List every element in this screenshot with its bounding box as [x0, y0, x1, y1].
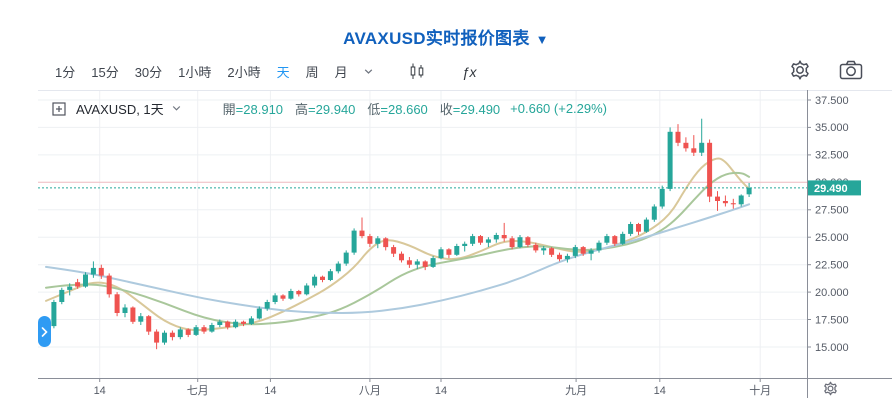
svg-text:22.500: 22.500	[815, 260, 849, 272]
symbol-interval-label[interactable]: AVAXUSD, 1天	[76, 102, 164, 117]
interval-button-2小時[interactable]: 2小時	[227, 65, 261, 80]
svg-text:14: 14	[94, 385, 106, 397]
title-dropdown-caret[interactable]: ▼	[535, 32, 549, 47]
ohlc-values: 開=28.910 高=29.940 低=28.660 收=29.490	[223, 99, 501, 118]
svg-text:32.500: 32.500	[815, 150, 849, 162]
symbol-chevron-down-icon[interactable]	[172, 105, 181, 112]
svg-text:九月: 九月	[565, 384, 587, 397]
svg-text:七月: 七月	[187, 384, 209, 397]
ohlc-item: 收=29.490	[439, 102, 501, 117]
interval-chevron-down-icon[interactable]	[364, 68, 373, 75]
svg-text:20.000: 20.000	[815, 287, 849, 299]
svg-text:14: 14	[654, 385, 666, 397]
svg-text:25.000: 25.000	[815, 232, 849, 244]
svg-text:14: 14	[264, 385, 276, 397]
chart-legend: AVAXUSD, 1天 開=28.910 高=29.940 低=28.660 收=29…	[52, 99, 607, 118]
add-symbol-plus-box-icon[interactable]	[52, 101, 66, 116]
interval-button-周[interactable]: 周	[305, 65, 319, 80]
settings-gear-icon[interactable]	[788, 58, 812, 82]
page-title-text: AVAXUSD实时报价图表	[343, 29, 530, 48]
interval-button-月[interactable]: 月	[334, 65, 348, 80]
svg-text:八月: 八月	[359, 385, 381, 397]
interval-button-1分[interactable]: 1分	[55, 65, 76, 80]
axis-settings-gear-icon[interactable]	[822, 380, 839, 397]
svg-text:15.000: 15.000	[815, 342, 849, 354]
svg-text:27.500: 27.500	[815, 205, 849, 217]
change-value: +0.660 (+2.29%)	[510, 101, 608, 116]
svg-text:17.500: 17.500	[815, 314, 849, 326]
interval-button-天[interactable]: 天	[276, 65, 290, 80]
svg-text:35.000: 35.000	[815, 122, 849, 134]
ohlc-item: 高=29.940	[295, 102, 356, 117]
scroll-right-button[interactable]	[38, 316, 51, 347]
ohlc-item: 低=28.660	[367, 102, 428, 117]
toolbar-right-icons	[788, 58, 864, 82]
interval-button-1小時[interactable]: 1小時	[178, 65, 212, 80]
camera-snapshot-icon[interactable]	[838, 58, 864, 82]
page-title[interactable]: AVAXUSD实时报价图表 ▼	[0, 24, 892, 49]
svg-text:14: 14	[435, 385, 447, 397]
interval-button-30分[interactable]: 30分	[134, 65, 163, 80]
ohlc-item: 開=28.910	[222, 102, 284, 117]
chart-toolbar: 1分 15分 30分 1小時 2小時天周月 ƒx	[55, 62, 476, 81]
svg-text:37.500: 37.500	[815, 95, 849, 107]
interval-buttons: 1分 15分 30分 1小時 2小時天周月	[55, 62, 348, 81]
svg-text:十月: 十月	[749, 383, 771, 397]
indicators-fx-button[interactable]: ƒx	[462, 64, 477, 80]
interval-button-15分[interactable]: 15分	[91, 65, 119, 80]
fx-label-text: ƒx	[461, 63, 477, 80]
svg-text:29.490: 29.490	[814, 183, 848, 195]
chart-type-candlestick-icon[interactable]	[409, 63, 426, 80]
